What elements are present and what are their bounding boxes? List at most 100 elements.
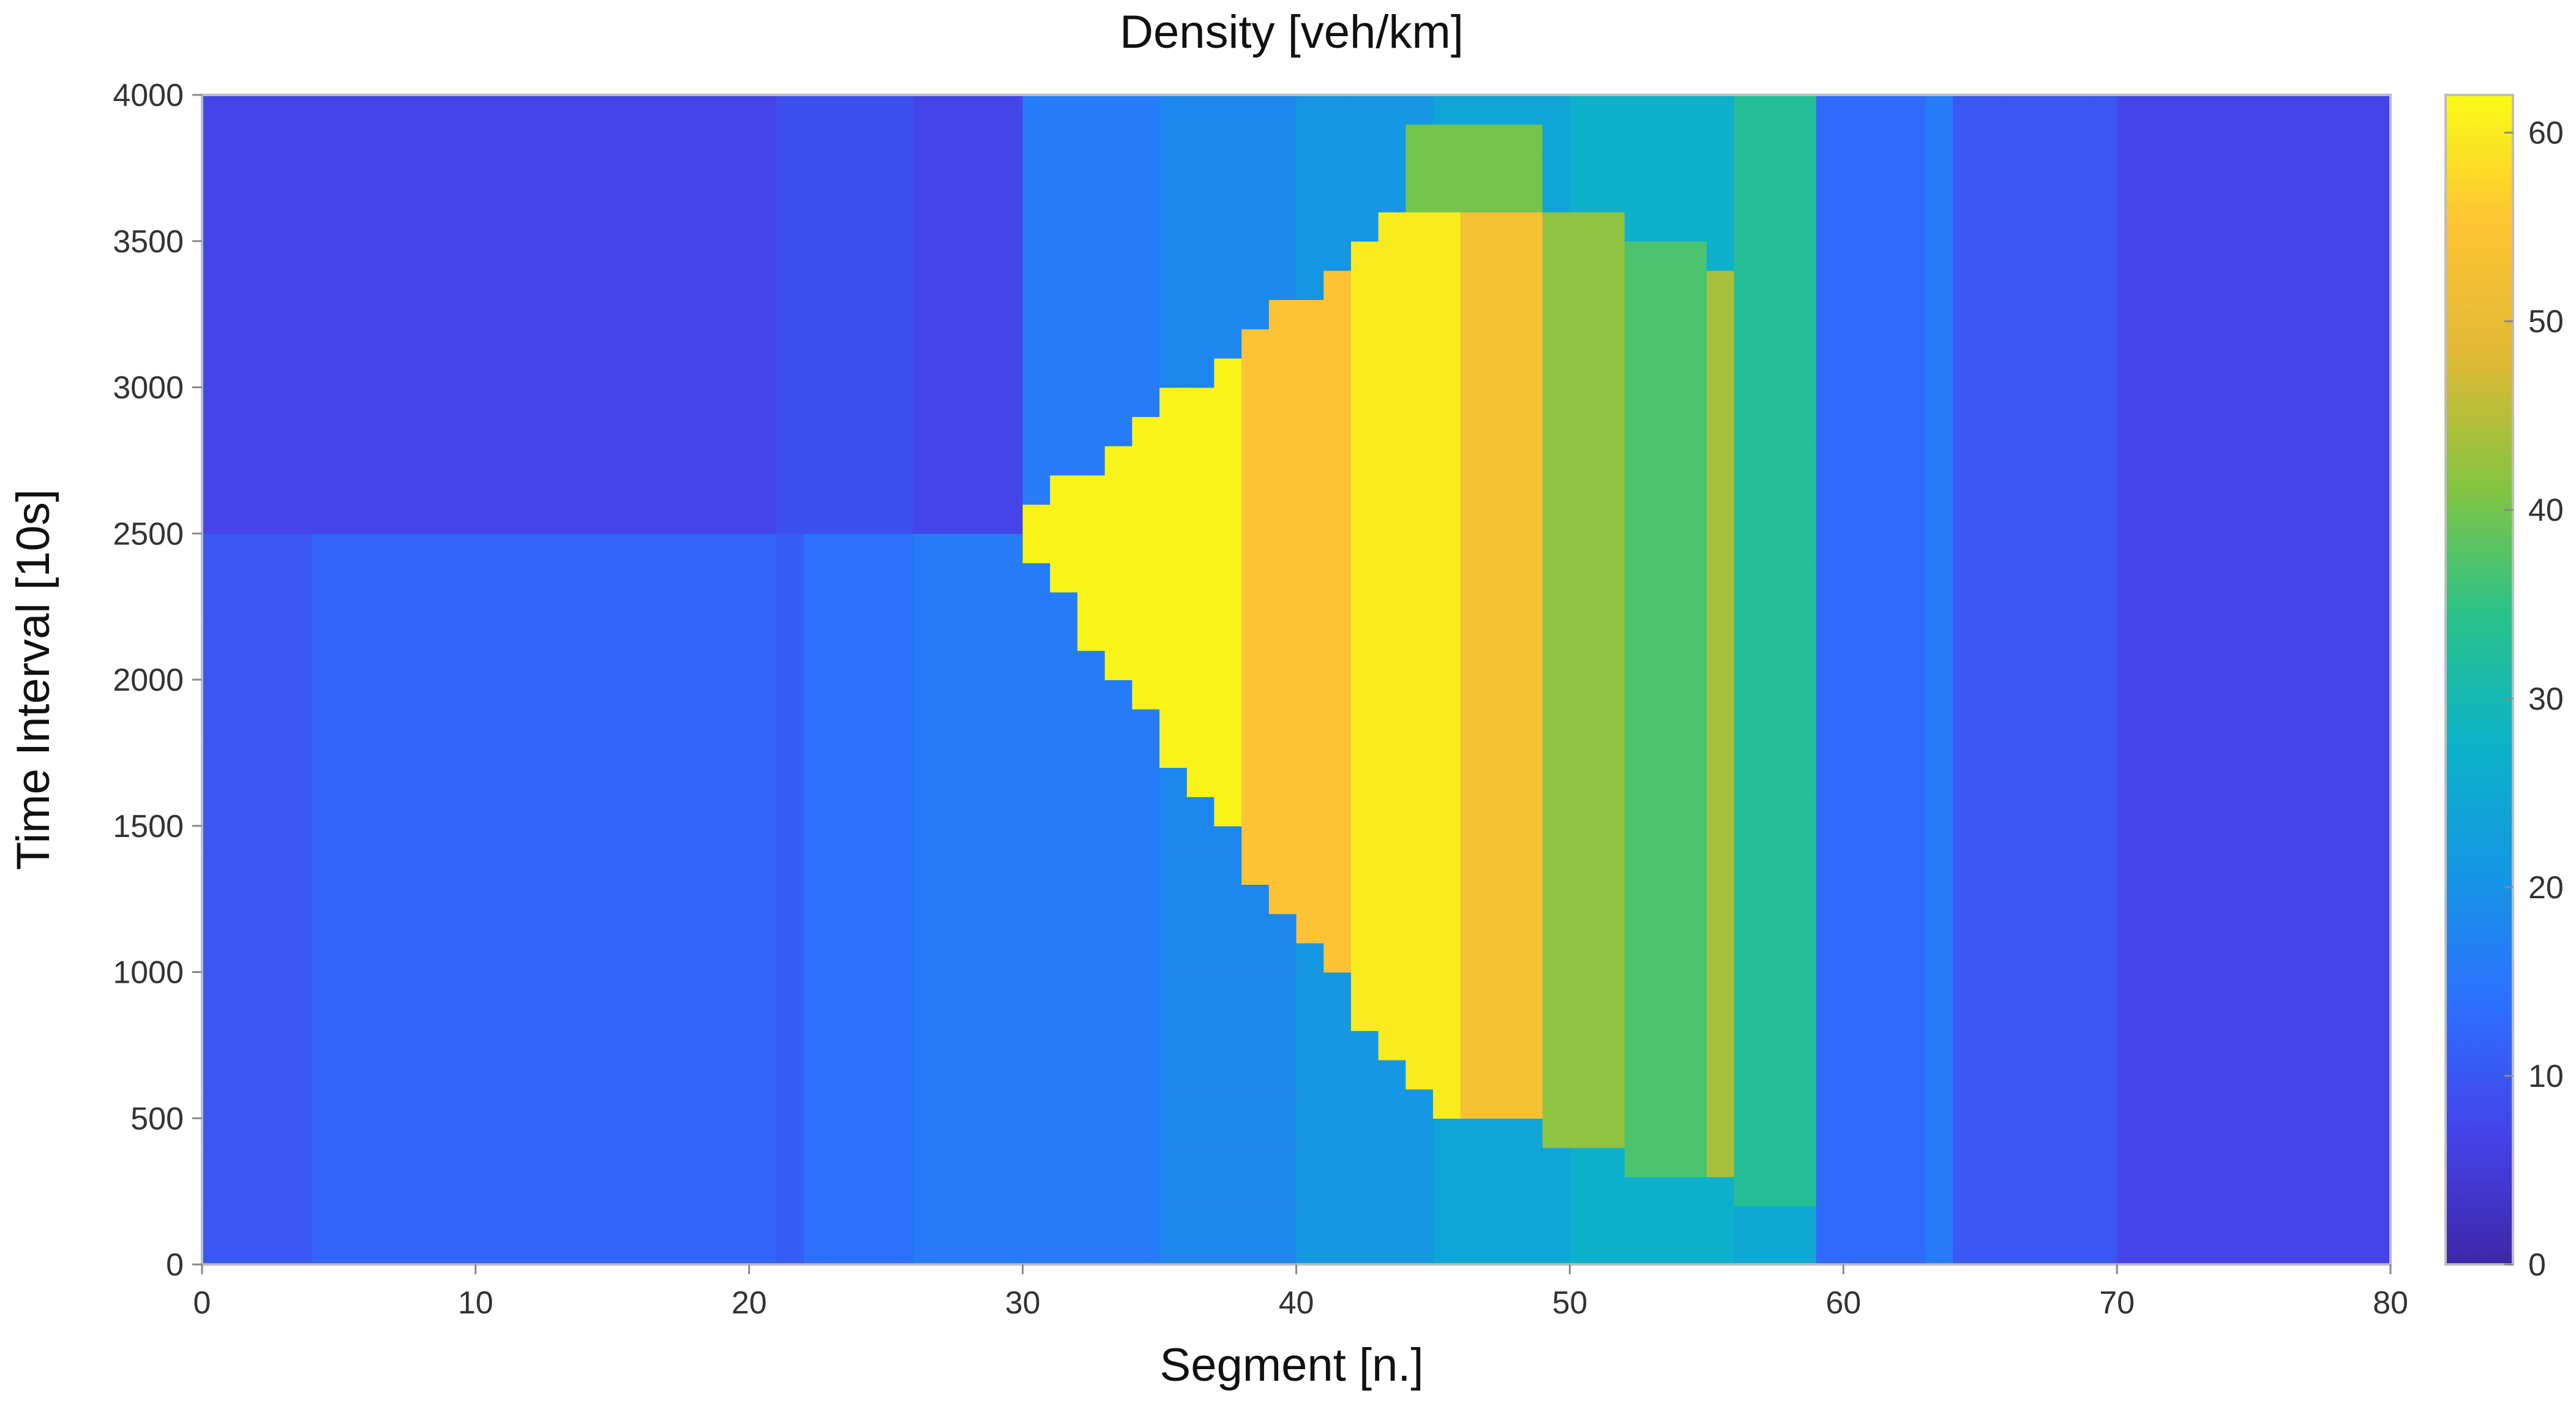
heatmap-cell <box>1050 446 1078 476</box>
heatmap-cell <box>1241 212 1270 242</box>
heatmap-cell <box>1268 708 1297 739</box>
heatmap-cell <box>1706 124 1735 154</box>
heatmap-cell <box>913 416 942 446</box>
heatmap-cell <box>1432 767 1461 797</box>
heatmap-cell <box>1788 738 1817 768</box>
heatmap-cell <box>1378 1147 1407 1177</box>
heatmap-cell <box>311 563 340 593</box>
heatmap-cell <box>1515 504 1543 534</box>
heatmap-cell <box>1542 563 1571 593</box>
heatmap-cell <box>1679 270 1707 300</box>
heatmap-cell <box>2144 387 2173 417</box>
heatmap-cell <box>612 1235 640 1265</box>
heatmap-cell <box>1980 972 2009 1002</box>
heatmap-cell <box>202 533 230 563</box>
heatmap-cell <box>1104 972 1133 1002</box>
heatmap-cell <box>1214 1089 1242 1119</box>
heatmap-cell <box>940 153 969 183</box>
heatmap-cell <box>1159 650 1188 680</box>
heatmap-cell <box>1570 1206 1598 1236</box>
heatmap-cells <box>202 95 2391 1265</box>
heatmap-cell <box>1268 212 1297 242</box>
heatmap-cell <box>1324 767 1352 797</box>
heatmap-cell <box>1843 591 1871 622</box>
heatmap-cell <box>1816 329 1844 359</box>
heatmap-cell <box>284 563 312 593</box>
heatmap-cell <box>694 825 722 856</box>
heatmap-cell <box>2171 533 2200 563</box>
heatmap-cell <box>503 1031 531 1061</box>
heatmap-cell <box>1406 972 1434 1002</box>
heatmap-cell <box>1542 504 1571 534</box>
heatmap-cell <box>804 416 832 446</box>
heatmap-cell <box>475 182 504 212</box>
heatmap-cell <box>366 358 394 388</box>
heatmap-cell <box>804 767 832 797</box>
heatmap-cell <box>421 767 449 797</box>
heatmap-cell <box>366 738 394 768</box>
heatmap-cell <box>1843 358 1871 388</box>
heatmap-cell <box>311 95 340 125</box>
heatmap-cell <box>694 504 722 534</box>
heatmap-cell <box>2035 767 2063 797</box>
heatmap-cell <box>612 212 640 242</box>
heatmap-cell <box>667 329 695 359</box>
heatmap-cell <box>1761 1089 1789 1119</box>
heatmap-cell <box>1050 797 1078 827</box>
heatmap-cell <box>2335 591 2364 622</box>
heatmap-cell <box>1570 533 1598 563</box>
heatmap-cell <box>940 1059 969 1090</box>
heatmap-cell <box>2089 1031 2117 1061</box>
heatmap-cell <box>2007 95 2035 125</box>
heatmap-cell <box>311 533 340 563</box>
heatmap-cell <box>2171 855 2200 885</box>
heatmap-cell <box>1898 358 1926 388</box>
heatmap-cell <box>2089 708 2117 739</box>
heatmap-cell <box>1843 153 1871 183</box>
heatmap-cell <box>1432 1031 1461 1061</box>
heatmap-cell <box>475 241 504 271</box>
heatmap-cell <box>2281 738 2309 768</box>
heatmap-cell <box>995 914 1024 944</box>
heatmap-cell <box>530 446 558 476</box>
heatmap-cell <box>2089 270 2117 300</box>
heatmap-cell <box>1186 942 1215 973</box>
heatmap-cell <box>694 591 722 622</box>
heatmap-cell <box>1132 504 1160 534</box>
heatmap-cell <box>2253 95 2282 125</box>
heatmap-cell <box>1488 446 1516 476</box>
heatmap-cell <box>749 95 777 125</box>
heatmap-cell <box>2281 1206 2309 1236</box>
heatmap-cell <box>1816 797 1844 827</box>
heatmap-cell <box>339 387 367 417</box>
heatmap-cell <box>1406 825 1434 856</box>
heatmap-cell <box>2144 797 2173 827</box>
heatmap-cell <box>2253 708 2282 739</box>
heatmap-cell <box>1980 270 2009 300</box>
heatmap-cell <box>503 1206 531 1236</box>
heatmap-cell <box>1022 270 1051 300</box>
heatmap-cell <box>1515 855 1543 885</box>
heatmap-cell <box>1241 1031 1270 1061</box>
heatmap-cell <box>1296 1031 1324 1061</box>
heatmap-cell <box>2171 416 2200 446</box>
heatmap-cell <box>612 533 640 563</box>
heatmap-cell <box>1432 825 1461 856</box>
heatmap-cell <box>1870 416 1899 446</box>
heatmap-cell <box>1268 1176 1297 1207</box>
heatmap-cell <box>1350 855 1379 885</box>
heatmap-cell <box>585 1118 613 1148</box>
heatmap-cell <box>1050 650 1078 680</box>
heatmap-cell <box>2035 387 2063 417</box>
heatmap-cell <box>1734 591 1762 622</box>
heatmap-cell <box>229 621 258 651</box>
heatmap-cell <box>1296 475 1324 505</box>
heatmap-cell <box>1214 942 1242 973</box>
heatmap-cell <box>1460 182 1489 212</box>
heatmap-cell <box>831 738 859 768</box>
heatmap-cell <box>284 329 312 359</box>
heatmap-cell <box>831 1235 859 1265</box>
heatmap-cell <box>913 1031 942 1061</box>
heatmap-cell <box>831 416 859 446</box>
heatmap-cell <box>1460 972 1489 1002</box>
